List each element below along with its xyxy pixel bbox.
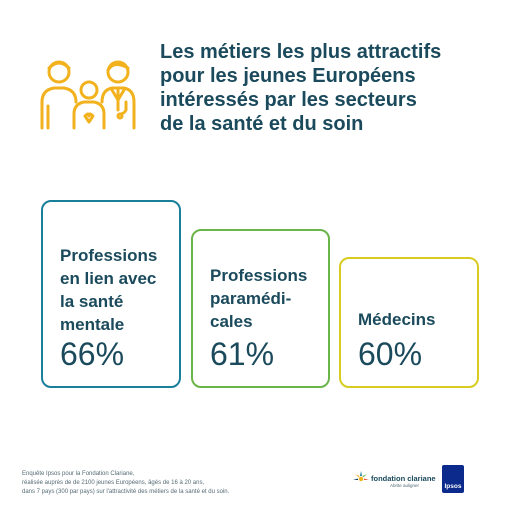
title-line: de la santé et du soin bbox=[160, 113, 364, 135]
fondation-name: fondation clariane bbox=[371, 474, 436, 483]
card-value: 66% bbox=[60, 336, 125, 372]
footnote-line: dans 7 pays (300 par pays) sur l'attract… bbox=[22, 489, 230, 495]
people-care-icon bbox=[34, 50, 140, 132]
fondation-mark-icon bbox=[353, 471, 369, 482]
ipsos-logo: Ipsos bbox=[442, 465, 464, 493]
card-value: 60% bbox=[358, 336, 423, 372]
card-label-line: Médecins bbox=[358, 310, 436, 329]
card-label-line: Professions bbox=[60, 246, 158, 265]
footnote: Enquête Ipsos pour la Fondation Clariane… bbox=[22, 470, 322, 497]
card-label-line: paramédi- bbox=[210, 289, 292, 308]
card-label-line: mentale bbox=[60, 315, 125, 334]
card-label: Médecins bbox=[358, 308, 435, 331]
fondation-sub: Abrite auligner bbox=[390, 483, 420, 488]
card-label: Professions paramédi- cales bbox=[210, 264, 307, 333]
footnote-line: réalisée auprès de de 2100 jeunes Europé… bbox=[22, 480, 205, 486]
footnote-line: Enquête Ipsos pour la Fondation Clariane… bbox=[22, 471, 135, 477]
card-label-line: en lien avec bbox=[60, 269, 157, 288]
fondation-clariane-logo: fondation clariane Abrite auligner bbox=[352, 470, 436, 492]
title-line: pour les jeunes Européens bbox=[160, 65, 416, 87]
card-doctors: Médecins 60% bbox=[339, 257, 479, 388]
page-title: Les métiers les plus attractifs pour les… bbox=[160, 40, 500, 136]
card-label-line: la santé bbox=[60, 292, 124, 311]
title-line: Les métiers les plus attractifs bbox=[160, 41, 442, 63]
card-label-line: Professions bbox=[210, 266, 308, 285]
title-line: intéressés par les secteurs bbox=[160, 89, 417, 111]
card-label: Professions en lien avec la santé mental… bbox=[60, 244, 157, 336]
card-label-line: cales bbox=[210, 312, 253, 331]
ipsos-text: Ipsos bbox=[444, 483, 462, 490]
card-value: 61% bbox=[210, 336, 275, 372]
card-mental-health: Professions en lien avec la santé mental… bbox=[41, 200, 181, 388]
card-paramedical: Professions paramédi- cales 61% bbox=[191, 229, 330, 388]
